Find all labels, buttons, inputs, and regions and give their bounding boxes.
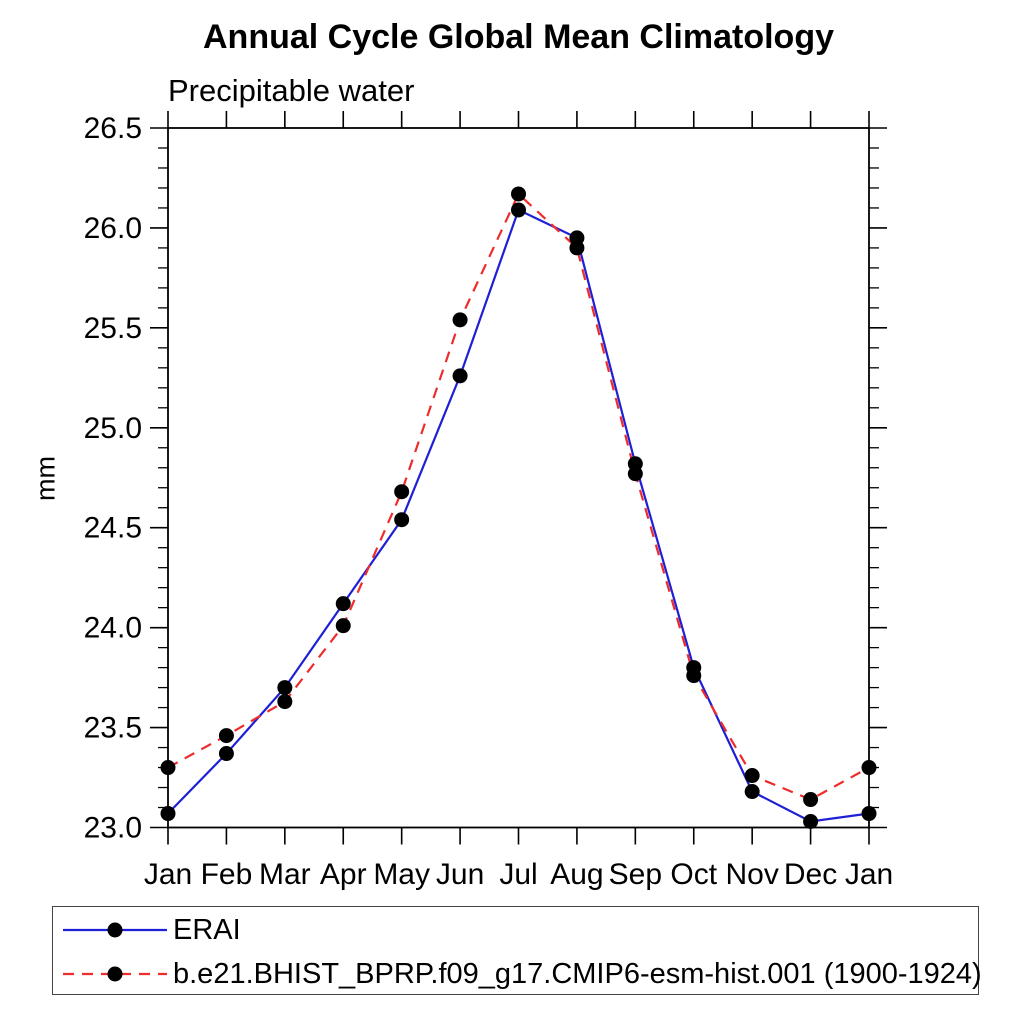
chart-title: Annual Cycle Global Mean Climatology (203, 18, 834, 56)
x-tick-label: Oct (670, 858, 717, 891)
data-point-0-May (394, 512, 410, 528)
x-tick-label: Aug (550, 858, 603, 891)
data-point-1-Aug (569, 240, 585, 256)
data-point-0-Jan (160, 806, 176, 822)
x-tick-label: Nov (725, 858, 778, 891)
x-tick-label: Jul (499, 858, 537, 891)
chart-subtitle: Precipitable water (168, 73, 415, 108)
plot-frame (167, 127, 870, 829)
data-point-1-Feb (218, 728, 234, 744)
legend-box: ERAI b.e21.BHIST_BPRP.f09_g17.CMIP6-esm-… (52, 906, 982, 995)
x-tick-label: Mar (259, 858, 311, 891)
y-tick-label: 25.0 (84, 412, 142, 445)
data-point-1-Apr (335, 618, 351, 634)
legend-label-model: b.e21.BHIST_BPRP.f09_g17.CMIP6-esm-hist.… (173, 958, 982, 990)
legend-marker-dot (107, 922, 123, 938)
x-tick-label: Sep (609, 858, 662, 891)
series-line-1 (167, 192, 870, 801)
x-tick-label: Dec (784, 858, 837, 891)
data-point-1-Oct (686, 668, 702, 684)
legend-line-sample-solid (63, 922, 167, 938)
x-tick-label: Jan (845, 858, 893, 891)
x-tick-label: Jun (436, 858, 484, 891)
y-tick-label: 24.5 (84, 512, 142, 545)
data-point-1-Mar (277, 694, 293, 710)
data-point-0-Feb (218, 746, 234, 762)
data-point-1-Sep (627, 466, 643, 482)
data-point-0-Jul (511, 202, 526, 218)
x-tick-label: Jan (144, 858, 192, 891)
legend-marker-dot (107, 966, 123, 982)
y-tick-label: 25.5 (84, 312, 142, 345)
y-tick-label: 23.0 (84, 812, 142, 845)
data-point-1-Jun (452, 312, 468, 328)
legend-line-sample-dashed (63, 966, 167, 982)
data-point-0-Mar (277, 680, 293, 696)
data-point-1-May (394, 484, 410, 500)
data-point-1-Jul (511, 186, 526, 202)
series-line-0 (167, 208, 870, 823)
legend-item-model: b.e21.BHIST_BPRP.f09_g17.CMIP6-esm-hist.… (59, 959, 982, 989)
x-tick-label: Apr (320, 858, 367, 891)
data-point-0-Jun (452, 368, 468, 384)
x-tick-label: May (373, 858, 430, 891)
legend-label-erai: ERAI (173, 914, 241, 946)
y-tick-label: 26.0 (84, 212, 142, 245)
data-point-0-Nov (744, 784, 760, 800)
data-point-1-Dec (803, 792, 819, 808)
data-point-1-Nov (744, 768, 760, 784)
y-tick-label: 23.5 (84, 712, 142, 745)
data-point-1-Jan (861, 760, 877, 776)
y-tick-label: 24.0 (84, 612, 142, 645)
x-tick-label: Feb (201, 858, 253, 891)
data-point-1-Jan (160, 760, 176, 776)
data-point-0-Apr (335, 596, 351, 612)
data-point-0-Dec (803, 814, 819, 830)
legend-item-erai: ERAI (59, 915, 241, 945)
data-point-0-Jan (861, 806, 877, 822)
y-tick-label: 26.5 (84, 112, 142, 145)
